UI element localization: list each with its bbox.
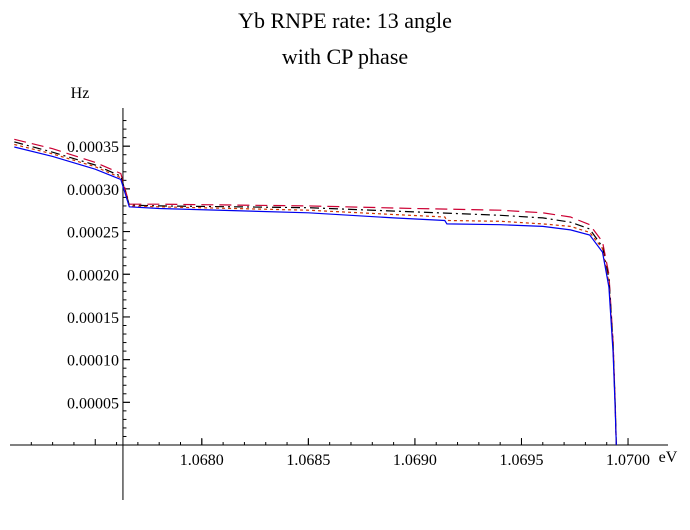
series-line-1 [14, 138, 617, 446]
series-line-4 [14, 146, 617, 446]
chart-subtitle: with CP phase [281, 44, 409, 69]
chart-title: Yb RNPE rate: 13 angle [238, 8, 452, 33]
x-tick-label: 1.0685 [286, 452, 330, 469]
series-layer [14, 138, 617, 446]
y-tick-label: 0.00020 [67, 267, 119, 284]
x-tick-label: 1.0700 [606, 452, 650, 469]
x-tick-label: 1.0695 [499, 452, 543, 469]
y-axis-label: Hz [71, 85, 90, 102]
axes: 1.0680 1.0685 1.0690 1.0695 1.0700 0.00005 0.0… [10, 108, 668, 500]
y-tick-label: 0.00015 [67, 310, 119, 327]
y-tick-label: 0.00025 [67, 225, 119, 242]
y-tick-label: 0.00035 [67, 139, 119, 156]
x-tick-label: 1.0690 [393, 452, 437, 469]
series-line-3 [14, 143, 617, 446]
y-tick-label: 0.00010 [67, 353, 119, 370]
x-tick-label: 1.0680 [180, 452, 224, 469]
y-tick-label: 0.00005 [67, 395, 119, 412]
x-axis-label: eV [659, 449, 678, 466]
series-line-2 [14, 141, 617, 446]
y-tick-label: 0.00030 [67, 182, 119, 199]
